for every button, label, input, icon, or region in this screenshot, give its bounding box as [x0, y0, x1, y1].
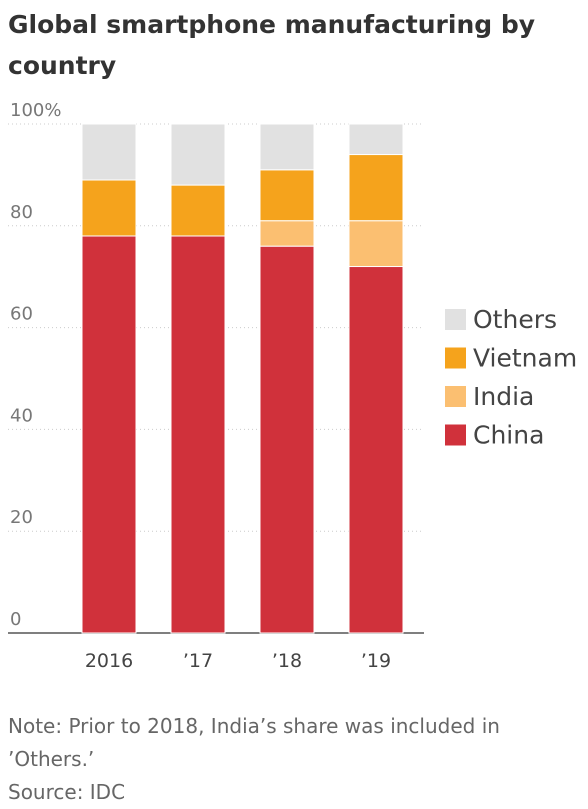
- legend-swatch: [445, 347, 466, 369]
- legend: Others Vietnam India China: [445, 305, 577, 450]
- bar-segment-china: [81, 235, 137, 634]
- legend-item-india: India: [445, 382, 534, 411]
- bar-segment-others: [348, 123, 404, 156]
- bar-segment-vietnam: [348, 154, 404, 222]
- bar-segment-others: [259, 123, 315, 171]
- legend-label: Others: [473, 305, 557, 334]
- x-axis-ticks: 2016 ’17 ’18 ’19: [85, 650, 391, 672]
- legend-item-china: China: [445, 421, 544, 450]
- y-tick-label: 60: [10, 304, 33, 325]
- y-tick-label: 80: [10, 202, 33, 223]
- y-tick-label: 20: [10, 507, 33, 528]
- bar-segment-india: [348, 220, 404, 268]
- bar-segment-china: [348, 266, 404, 634]
- legend-swatch: [445, 386, 466, 407]
- y-tick-label: 40: [10, 405, 33, 426]
- y-tick-label: 100%: [10, 100, 61, 121]
- stacked-bar-chart: 0 20 40 60 80 100% 2016 ’17 ’18 ’19 Others Vietna…: [8, 100, 577, 672]
- bar-segment-others: [170, 123, 226, 186]
- bar-segment-vietnam: [81, 179, 137, 237]
- legend-label: China: [473, 421, 544, 450]
- bar-segment-india: [259, 220, 315, 247]
- bar-segment-vietnam: [170, 184, 226, 237]
- y-tick-label: 0: [10, 609, 21, 630]
- bar-segment-vietnam: [259, 169, 315, 222]
- legend-swatch: [445, 309, 466, 330]
- bar-segment-china: [259, 245, 315, 634]
- chart-note: Note: Prior to 2018, India’s share was i…: [8, 714, 500, 771]
- legend-label: India: [473, 382, 534, 411]
- x-tick-label: ’17: [183, 650, 213, 672]
- bar-segment-china: [170, 235, 226, 634]
- bar-segment-others: [81, 123, 137, 181]
- legend-item-vietnam: Vietnam: [445, 344, 577, 373]
- bars: [81, 123, 404, 634]
- chart-source: Source: IDC: [8, 780, 126, 804]
- x-tick-label: 2016: [85, 650, 133, 672]
- legend-label: Vietnam: [473, 344, 577, 373]
- y-axis-ticks: 0 20 40 60 80 100%: [10, 100, 61, 630]
- footnotes: Note: Prior to 2018, India’s share was i…: [8, 710, 578, 809]
- x-tick-label: ’19: [361, 650, 391, 672]
- chart-title: Global smartphone manufacturing by count…: [8, 10, 536, 80]
- legend-item-others: Others: [445, 305, 557, 334]
- legend-swatch: [445, 424, 466, 446]
- x-tick-label: ’18: [272, 650, 302, 672]
